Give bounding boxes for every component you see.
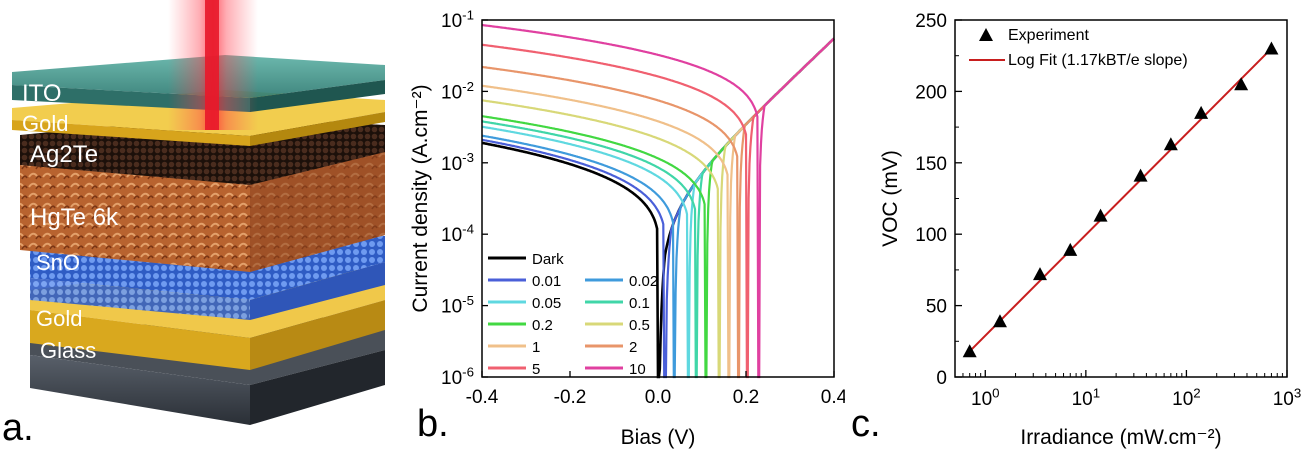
jv-x-axis-label: Bias (V) <box>621 426 696 449</box>
jv-legend-label: 0.05 <box>532 295 561 312</box>
voc-x-axis-label: Irradiance (mW.cm⁻²) <box>1020 426 1221 449</box>
voc-fit-segment <box>968 47 1273 353</box>
jv-legend-label: 10 <box>629 361 646 378</box>
jv-legend-label: Dark <box>532 251 564 268</box>
jv-legend: Dark 0.01 0.02 0.05 0.1 0.2 0.5 1 2 5 10 <box>488 251 658 378</box>
jv-legend-label: 0.1 <box>629 295 650 312</box>
voc-y-tick-label: 200 <box>915 82 947 103</box>
voc-data-point <box>1264 41 1279 55</box>
voc-y-tick-label: 50 <box>926 297 947 318</box>
jv-axis-ticks: -0.4 -0.2 0.0 0.2 0.4 10-6 10-5 10-4 10-3 10-2 10-… <box>441 7 848 408</box>
layer-label-ag2te: Ag2Te <box>30 141 98 168</box>
voc-y-tick-label: 150 <box>915 154 947 175</box>
panel-label-c: c. <box>851 403 881 445</box>
jv-y-tick-label: 10-6 <box>441 364 474 389</box>
layer-label-sno: SnO <box>36 250 80 275</box>
voc-data-point <box>1063 242 1078 256</box>
voc-fit-line <box>968 47 1273 353</box>
jv-x-tick-label: 0.0 <box>645 387 671 408</box>
voc-data-point <box>1234 77 1249 91</box>
legend-experiment-marker <box>979 28 993 41</box>
panel-label-b: b. <box>417 403 449 445</box>
jv-legend-label: 0.02 <box>629 273 658 290</box>
jv-x-tick-label: 0.4 <box>821 387 845 408</box>
voc-y-tick-label: 100 <box>915 225 947 246</box>
voc-data-point <box>962 344 977 358</box>
jv-legend-label: 5 <box>532 361 540 378</box>
voc-points <box>962 41 1279 358</box>
jv-legend-label: 1 <box>532 339 540 356</box>
jv-y-tick-label: 10-3 <box>441 150 474 175</box>
voc-data-point <box>992 314 1007 328</box>
layer-label-bottom-gold: Gold <box>36 306 82 331</box>
voc-axis-ticks: 100 101 102 103 0 50 100 150 200 250 <box>915 11 1301 410</box>
jv-curve-10 <box>481 23 835 379</box>
jv-y-tick-label: 10-4 <box>441 222 474 247</box>
voc-data-point <box>1032 267 1047 281</box>
voc-x-tick-label: 100 <box>971 385 1000 410</box>
legend-fit-label: Log Fit (1.17kBT/e slope) <box>1008 52 1188 69</box>
jv-x-tick-label: -0.4 <box>466 387 499 408</box>
jv-chart-panel: -0.4 -0.2 0.0 0.2 0.4 10-6 10-5 10-4 10-3 10-2 10-… <box>405 0 848 453</box>
jv-legend-label: 2 <box>629 339 637 356</box>
layer-label-ito: ITO <box>22 80 62 107</box>
jv-legend-label: 0.2 <box>532 317 553 334</box>
voc-chart-panel: 100 101 102 103 0 50 100 150 200 250 Experiment Lo… <box>845 0 1303 453</box>
legend-experiment-label: Experiment <box>1008 27 1089 44</box>
voc-y-tick-label: 0 <box>936 368 947 389</box>
jv-legend-label: 0.01 <box>532 273 561 290</box>
layer-label-top-gold: Gold <box>22 111 68 136</box>
jv-y-tick-label: 10-2 <box>441 79 474 104</box>
voc-y-tick-label: 250 <box>915 11 947 32</box>
voc-data-point <box>1163 137 1178 151</box>
jv-chart: -0.4 -0.2 0.0 0.2 0.4 10-6 10-5 10-4 10-3 10-2 10-… <box>409 7 848 449</box>
voc-data-point <box>1133 168 1148 182</box>
jv-y-tick-label: 10-1 <box>441 7 474 32</box>
jv-x-tick-label: 0.2 <box>733 387 759 408</box>
voc-legend: Experiment Log Fit (1.17kBT/e slope) <box>969 27 1188 69</box>
voc-x-tick-label: 101 <box>1072 385 1101 410</box>
voc-x-tick-label: 103 <box>1273 385 1302 410</box>
voc-data-point <box>1093 208 1108 222</box>
laser-beam <box>168 0 258 130</box>
layer-label-glass: Glass <box>40 338 96 363</box>
jv-legend-label: 0.5 <box>629 317 650 334</box>
device-stack-panel: ITO Gold Ag2Te HgTe 6k SnO Gold Glass a. <box>0 0 410 453</box>
jv-y-tick-label: 10-5 <box>441 293 474 318</box>
voc-chart: 100 101 102 103 0 50 100 150 200 250 Experiment Lo… <box>851 11 1301 449</box>
panel-label-a: a. <box>2 407 34 449</box>
jv-y-axis-label: Current density (A.cm⁻²) <box>409 84 432 312</box>
voc-x-tick-label: 102 <box>1172 385 1201 410</box>
device-stack-illustration: ITO Gold Ag2Te HgTe 6k SnO Gold Glass a. <box>2 0 385 449</box>
jv-x-tick-label: -0.2 <box>554 387 587 408</box>
voc-y-axis-label: VOC (mV) <box>879 150 902 247</box>
layer-label-hgte: HgTe 6k <box>30 204 119 231</box>
voc-data-point <box>1194 105 1209 119</box>
